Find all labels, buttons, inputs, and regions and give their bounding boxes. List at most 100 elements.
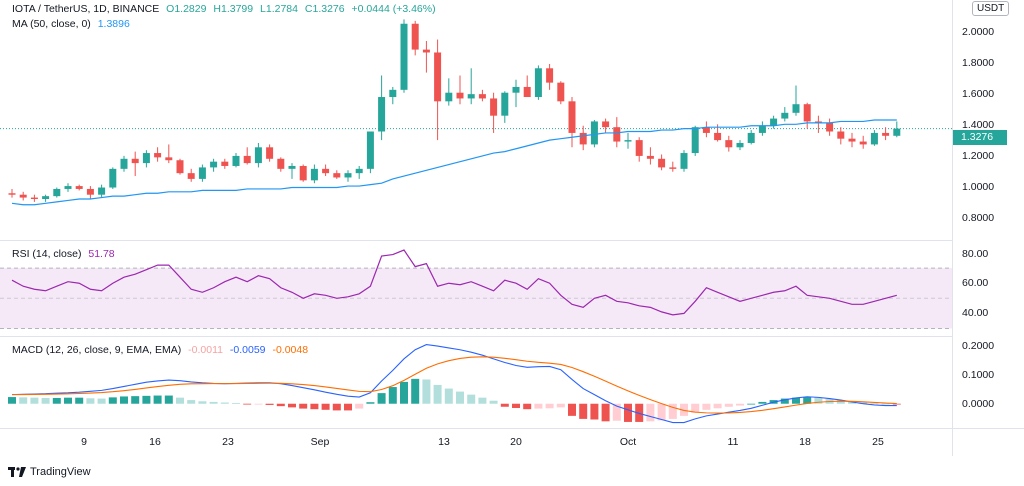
candle-body: [277, 158, 285, 169]
macd-histogram-bar: [456, 391, 464, 404]
macd-histogram-bar: [792, 397, 800, 404]
macd-histogram-bar: [556, 403, 565, 408]
macd-histogram-bar: [668, 403, 677, 419]
high-value: H1.3799: [213, 3, 254, 15]
macd-histogram-bar: [276, 403, 285, 407]
time-axis-line: [0, 428, 1024, 429]
close-value: C1.3276: [304, 3, 345, 15]
ma50-line: [11, 119, 897, 206]
macd-histogram-bar: [366, 402, 375, 404]
candle-body: [98, 187, 106, 195]
macd-histogram-bar: [635, 403, 644, 422]
macd-histogram-bar: [19, 397, 28, 404]
date-tick: 20: [510, 436, 522, 448]
macd-histogram-bar: [780, 398, 789, 404]
candle-body: [770, 118, 778, 126]
date-tick: 25: [872, 436, 884, 448]
macd-histogram-bar: [848, 401, 856, 404]
candle-body: [64, 186, 72, 189]
candle-body: [837, 131, 845, 139]
date-tick: 18: [799, 436, 811, 448]
candle-body: [310, 168, 318, 181]
macd-legend-label[interactable]: MACD (12, 26, close, 9, EMA, EMA): [12, 344, 182, 356]
macd-histogram-bar: [433, 384, 442, 404]
ma-legend-value: 1.3896: [97, 18, 130, 30]
rsi-tick: 60.00: [962, 277, 989, 289]
macd-histogram-bar: [153, 395, 162, 404]
rsi-legend-label[interactable]: RSI (14, close): [12, 248, 82, 260]
macd-histogram-bar: [411, 378, 420, 404]
macd-histogram-bar: [30, 397, 39, 404]
candle-body: [490, 98, 498, 116]
candle-body: [299, 165, 307, 181]
candle-body: [725, 140, 733, 148]
candle-body: [758, 125, 766, 133]
macd-hist-value: -0.0011: [188, 344, 223, 356]
ma-legend-label[interactable]: MA (50, close, 0): [12, 18, 91, 30]
candle-body: [75, 186, 83, 189]
candle-body: [691, 127, 699, 154]
rsi-legend-value: 51.78: [88, 248, 115, 260]
candle-body: [859, 141, 867, 145]
date-tick: 13: [438, 436, 450, 448]
tradingview-brand[interactable]: TradingView: [8, 466, 91, 478]
low-value: L1.2784: [260, 3, 298, 15]
macd-histogram-bar: [590, 403, 599, 420]
macd-histogram-bar: [209, 401, 218, 404]
macd-histogram-bar: [568, 403, 576, 416]
macd-tick: 0.0000: [962, 398, 995, 410]
macd-histogram-bar: [120, 396, 128, 404]
candle-body: [613, 127, 621, 142]
price-axis-line: [952, 0, 953, 456]
macd-histogram-bar: [299, 403, 308, 409]
macd-histogram-bar: [624, 403, 632, 422]
candle-body: [19, 194, 27, 198]
candle-body: [221, 161, 229, 166]
candle-body: [736, 142, 744, 148]
candle-body: [624, 140, 632, 142]
macd-line: [11, 344, 897, 424]
candle-body: [557, 82, 565, 102]
candle-body: [109, 168, 117, 188]
candle-body: [288, 165, 296, 169]
macd-legend: MACD (12, 26, close, 9, EMA, EMA) -0.001…: [12, 344, 312, 356]
date-tick: Sep: [310, 436, 330, 448]
candle-body: [8, 193, 16, 195]
candle-body: [344, 173, 352, 178]
candle-body: [198, 167, 206, 179]
currency-button[interactable]: USDT: [972, 1, 1010, 16]
macd-histogram-bar: [646, 403, 655, 422]
macd-histogram-bar: [131, 396, 140, 404]
rsi-tick: 40.00: [962, 307, 989, 319]
macd-signal-value: -0.0048: [272, 344, 309, 356]
candle-body: [803, 104, 811, 122]
macd-histogram-bar: [534, 403, 543, 409]
macd-histogram-bar: [758, 401, 767, 404]
candle-body: [523, 86, 531, 98]
date-tick: 16: [149, 436, 161, 448]
candle-body: [243, 155, 251, 164]
symbol-title[interactable]: IOTA / TetherUS, 1D, BINANCE: [12, 3, 160, 15]
candle-body: [658, 158, 666, 168]
macd-histogram-bar: [332, 403, 341, 411]
macd-histogram-bar: [288, 403, 296, 408]
candle-body: [826, 122, 834, 132]
candle-body: [266, 147, 274, 159]
candle-body: [848, 138, 856, 142]
macd-histogram-bar: [612, 403, 621, 421]
macd-histogram-bar: [377, 393, 386, 404]
macd-histogram-bar: [41, 397, 50, 404]
macd-histogram-bar: [243, 403, 252, 405]
candle-body: [669, 167, 677, 169]
brand-label: TradingView: [30, 466, 91, 478]
macd-histogram-bar: [500, 403, 509, 407]
candle-body: [366, 131, 374, 169]
candle-body: [131, 158, 139, 164]
macd-histogram-bar: [232, 403, 240, 404]
macd-histogram-bar: [97, 398, 106, 404]
candle-body: [635, 140, 643, 156]
price-tick: 1.8000: [962, 57, 995, 69]
candle-body: [882, 132, 890, 136]
symbol-legend: IOTA / TetherUS, 1D, BINANCE O1.2829 H1.…: [12, 3, 440, 15]
